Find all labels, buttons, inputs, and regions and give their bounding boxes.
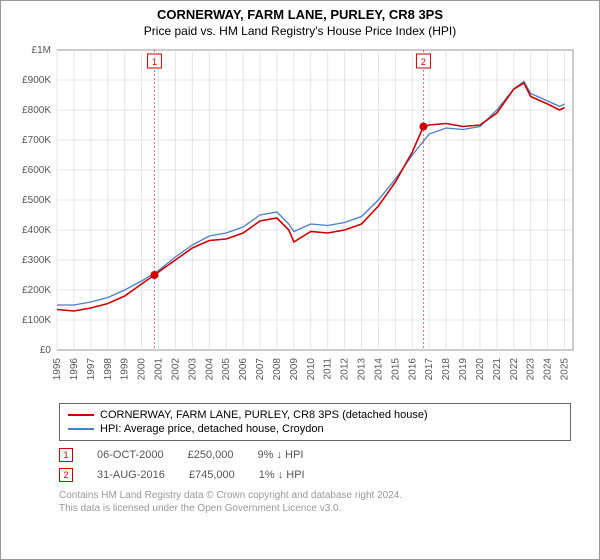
legend-label-1: CORNERWAY, FARM LANE, PURLEY, CR8 3PS (d… — [100, 409, 428, 421]
line-chart-svg: £0 £100K £200K £300K £400K £500K £600K £700K £80… — [1, 42, 600, 392]
chart-plot-area: £0 £100K £200K £300K £400K £500K £600K £700K £80… — [1, 42, 599, 397]
svg-text:£400K: £400K — [22, 225, 51, 236]
chart-title: CORNERWAY, FARM LANE, PURLEY, CR8 3PS — [1, 1, 599, 22]
svg-text:£600K: £600K — [22, 165, 51, 176]
legend-label-2: HPI: Average price, detached house, Croy… — [100, 423, 324, 435]
legend-item-2: HPI: Average price, detached house, Croy… — [68, 422, 562, 436]
legend: CORNERWAY, FARM LANE, PURLEY, CR8 3PS (d… — [59, 403, 571, 441]
svg-text:2001: 2001 — [154, 358, 165, 381]
svg-text:1996: 1996 — [69, 358, 80, 381]
svg-text:2004: 2004 — [204, 358, 215, 381]
svg-text:1998: 1998 — [103, 358, 114, 381]
svg-text:2002: 2002 — [170, 358, 181, 381]
sale-date-2: 31-AUG-2016 — [97, 469, 165, 481]
svg-text:1999: 1999 — [120, 358, 131, 381]
svg-text:£500K: £500K — [22, 195, 51, 206]
sale-price-2: £745,000 — [189, 469, 235, 481]
svg-text:2011: 2011 — [323, 358, 334, 380]
footnote-line-1: Contains HM Land Registry data © Crown c… — [59, 489, 599, 502]
chart-subtitle: Price paid vs. HM Land Registry's House … — [1, 22, 599, 42]
svg-text:£300K: £300K — [22, 255, 51, 266]
svg-text:2019: 2019 — [458, 358, 469, 381]
svg-text:2010: 2010 — [306, 358, 317, 381]
svg-text:2020: 2020 — [475, 358, 486, 381]
sale-row-2: 2 31-AUG-2016 £745,000 1% ↓ HPI — [1, 465, 599, 485]
sale-delta-1: 9% ↓ HPI — [258, 449, 304, 461]
sale-marker-1: 1 — [59, 448, 73, 462]
svg-text:£0: £0 — [40, 345, 52, 356]
svg-text:2: 2 — [421, 57, 426, 67]
svg-text:2008: 2008 — [272, 358, 283, 381]
svg-text:£800K: £800K — [22, 105, 51, 116]
svg-text:£900K: £900K — [22, 75, 51, 86]
svg-text:2016: 2016 — [407, 358, 418, 381]
svg-text:2013: 2013 — [357, 358, 368, 381]
footnote: Contains HM Land Registry data © Crown c… — [1, 485, 599, 515]
chart-container: CORNERWAY, FARM LANE, PURLEY, CR8 3PS Pr… — [0, 0, 600, 560]
sale-date-1: 06-OCT-2000 — [97, 449, 164, 461]
svg-text:2023: 2023 — [526, 358, 537, 381]
sale-marker-2: 2 — [59, 468, 73, 482]
svg-text:2021: 2021 — [492, 358, 503, 381]
legend-item-1: CORNERWAY, FARM LANE, PURLEY, CR8 3PS (d… — [68, 408, 562, 422]
svg-text:2022: 2022 — [509, 358, 520, 381]
svg-text:1997: 1997 — [86, 358, 97, 381]
svg-text:2005: 2005 — [221, 358, 232, 381]
svg-text:2000: 2000 — [137, 358, 148, 381]
svg-text:1995: 1995 — [52, 358, 63, 381]
svg-text:£100K: £100K — [22, 315, 51, 326]
svg-text:2012: 2012 — [340, 358, 351, 381]
sale-delta-2: 1% ↓ HPI — [259, 469, 305, 481]
svg-text:2003: 2003 — [187, 358, 198, 381]
svg-text:1: 1 — [152, 57, 157, 67]
svg-text:2015: 2015 — [390, 358, 401, 381]
svg-text:2009: 2009 — [289, 358, 300, 381]
svg-text:2025: 2025 — [560, 358, 571, 381]
legend-swatch-2 — [68, 428, 94, 430]
svg-text:2024: 2024 — [543, 358, 554, 381]
svg-text:2014: 2014 — [373, 358, 384, 381]
sale-price-1: £250,000 — [188, 449, 234, 461]
svg-text:£700K: £700K — [22, 135, 51, 146]
sale-row-1: 1 06-OCT-2000 £250,000 9% ↓ HPI — [1, 445, 599, 465]
svg-text:2007: 2007 — [255, 358, 266, 381]
svg-text:2017: 2017 — [424, 358, 435, 381]
svg-text:£200K: £200K — [22, 285, 51, 296]
legend-swatch-1 — [68, 414, 94, 416]
svg-text:2006: 2006 — [238, 358, 249, 381]
svg-text:£1M: £1M — [32, 45, 51, 56]
svg-text:2018: 2018 — [441, 358, 452, 381]
footnote-line-2: This data is licensed under the Open Gov… — [59, 502, 599, 515]
